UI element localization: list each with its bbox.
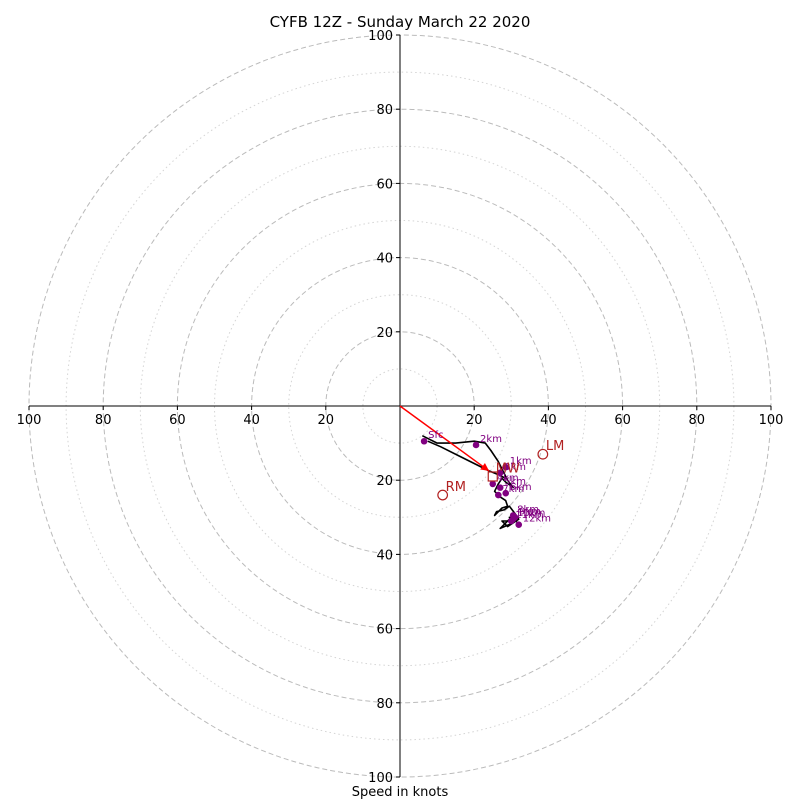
hodograph-secondary-line [427, 440, 507, 480]
point-label-8km: 8km [517, 504, 539, 515]
y-tick-label-top-80: 80 [376, 103, 393, 118]
storm-motion-vector-group [399, 405, 490, 472]
point-label-3km: 3km [504, 462, 526, 473]
point-7km [495, 491, 502, 499]
point-label-1km: 1km [510, 456, 532, 467]
x-tick-label-left-40: 40 [243, 413, 260, 428]
x-tick-label-right-60: 60 [614, 413, 631, 428]
point-2km [472, 441, 480, 449]
point-label-sfc: Sfc [428, 430, 443, 441]
point-label-10km: 10km [517, 508, 545, 519]
y-tick-label-top-100: 100 [368, 29, 393, 44]
y-tick-label-bottom-60: 60 [376, 623, 393, 638]
point-label-12km: 12km [523, 514, 551, 525]
y-tick-label-bottom-100: 100 [368, 771, 393, 786]
point-11km [508, 517, 515, 525]
point-sfc [420, 437, 428, 445]
storm-motion-markers: LM RM MW [437, 439, 564, 501]
point-label-7km: 7km [502, 484, 524, 495]
y-tick-label-bottom-20: 20 [376, 474, 393, 489]
point-label-9km: 9km [519, 506, 541, 517]
x-tick-label-right-100: 100 [759, 413, 784, 428]
storm-motion-arrowhead [480, 462, 490, 471]
storm-label-mw: MW [496, 461, 520, 476]
point-label-6km: 6km [510, 482, 532, 493]
point-5km [496, 484, 504, 491]
chart-title: CYFB 12Z - Sunday March 22 2020 [270, 13, 531, 31]
storm-label-rm: RM [446, 480, 466, 495]
storm-marker-mw [487, 471, 498, 482]
point-12km [515, 521, 523, 529]
point-4km [489, 480, 497, 488]
storm-marker-rm [437, 489, 449, 501]
x-tick-label-right-20: 20 [466, 413, 483, 428]
point-label-4km: 4km [497, 473, 519, 484]
x-tick-label-left-100: 100 [17, 413, 42, 428]
storm-label-lm: LM [546, 439, 564, 454]
x-tick-label-right-80: 80 [689, 413, 706, 428]
tick-labels: 20 20 20 20 40 40 40 40 60 60 60 60 80 80 80 80 100 100 10… [17, 29, 784, 786]
x-tick-label-left-80: 80 [95, 413, 112, 428]
point-label-2km: 2km [480, 434, 502, 445]
y-tick-label-top-60: 60 [376, 177, 393, 192]
y-tick-label-bottom-80: 80 [376, 697, 393, 712]
point-1km [502, 463, 510, 471]
y-tick-label-bottom-40: 40 [376, 548, 393, 563]
point-3km [496, 469, 504, 477]
y-tick-label-top-40: 40 [376, 252, 393, 267]
y-tick-label-top-20: 20 [376, 326, 393, 341]
point-label-5km: 5km [504, 477, 526, 488]
x-axis-label: Speed in knots [352, 785, 449, 800]
storm-marker-lm [537, 448, 549, 460]
point-label-11km: 11km [515, 510, 543, 521]
x-tick-label-left-60: 60 [169, 413, 186, 428]
x-tick-label-right-40: 40 [540, 413, 557, 428]
point-6km [502, 489, 510, 497]
storm-motion-vector [399, 405, 490, 472]
x-tick-label-left-20: 20 [318, 413, 335, 428]
